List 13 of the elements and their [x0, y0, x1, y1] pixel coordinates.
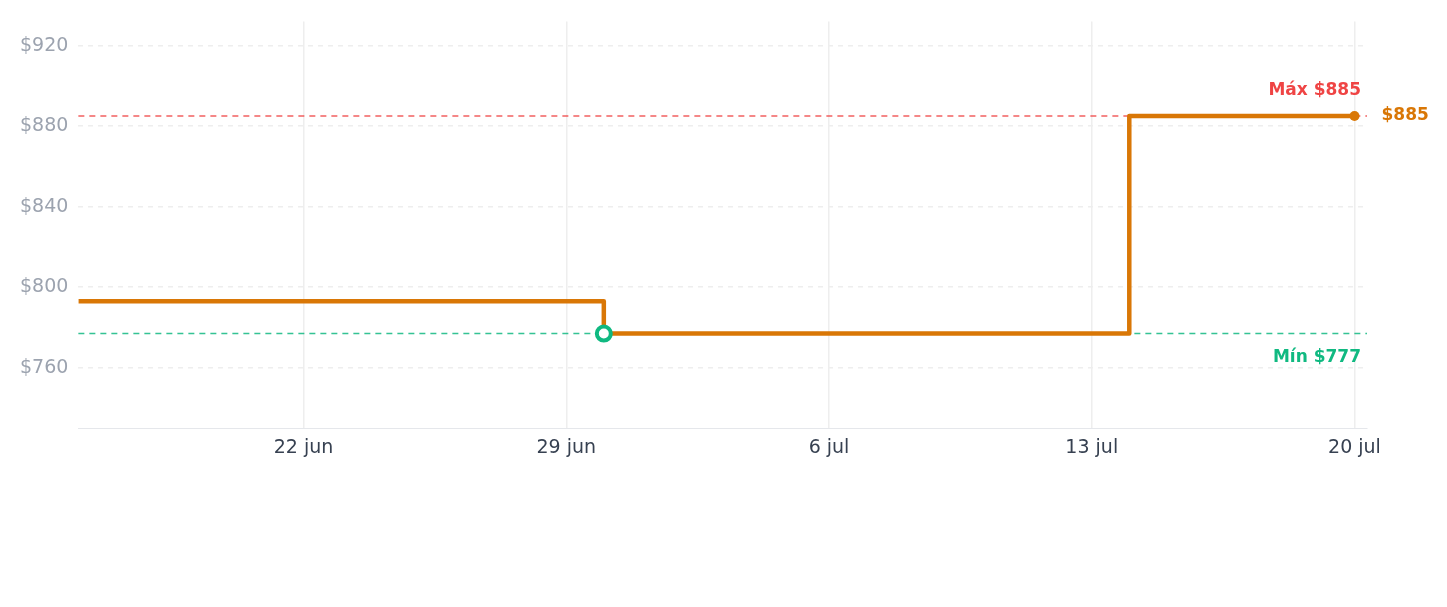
x-tick-label: 29 jun	[536, 434, 597, 457]
y-tick-label: $880	[19, 113, 69, 136]
ref-line-label: Máx $885	[1268, 79, 1361, 100]
x-tick-label: 6 jul	[808, 434, 850, 457]
x-tick-label: 22 jun	[273, 434, 334, 457]
y-tick-label: $800	[19, 274, 69, 297]
x-tick-label: 20 jul	[1328, 434, 1381, 457]
y-tick-label: $760	[19, 354, 69, 377]
y-tick-label: $840	[19, 193, 69, 216]
y-tick-label: $920	[19, 32, 69, 55]
x-tick-label: 13 jul	[1065, 434, 1119, 457]
ref-line-label: Mín $777	[1272, 345, 1361, 366]
data-label: $885	[1381, 104, 1429, 125]
